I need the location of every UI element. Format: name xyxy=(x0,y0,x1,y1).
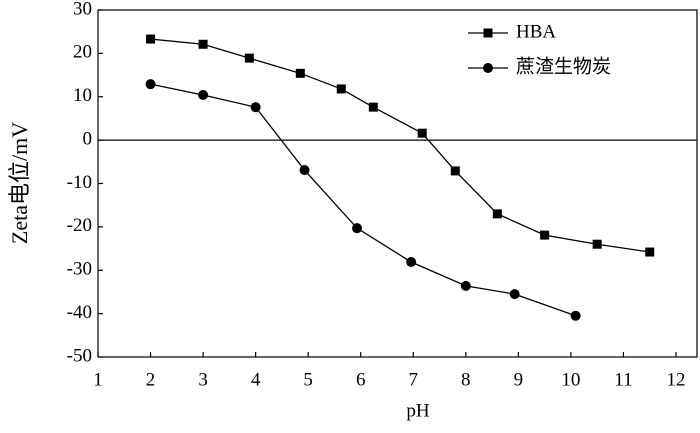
marker xyxy=(483,28,493,38)
x-tick-label: 5 xyxy=(303,369,313,390)
marker xyxy=(645,247,655,257)
y-tick-label: -50 xyxy=(67,345,92,366)
y-tick-label: -20 xyxy=(67,215,92,236)
y-tick-label: -30 xyxy=(67,259,92,280)
marker xyxy=(406,257,417,268)
legend-label: HBA xyxy=(516,21,556,42)
x-tick-label: 10 xyxy=(561,369,580,390)
marker xyxy=(244,53,254,63)
marker xyxy=(483,63,493,73)
marker xyxy=(145,79,156,90)
y-axis-label: Zeta电位/mV xyxy=(7,122,32,244)
series-line xyxy=(150,38,650,253)
x-tick-label: 6 xyxy=(356,369,366,390)
y-tick-label: 30 xyxy=(73,0,92,19)
y-tick-label: 10 xyxy=(73,85,92,106)
marker xyxy=(509,289,520,300)
x-tick-label: 1 xyxy=(93,369,103,390)
marker xyxy=(368,102,378,112)
marker xyxy=(198,90,209,101)
y-tick-label: -40 xyxy=(67,302,92,323)
marker xyxy=(450,166,460,176)
x-tick-label: 12 xyxy=(666,369,685,390)
y-tick-label: 0 xyxy=(83,128,93,149)
x-tick-label: 8 xyxy=(461,369,471,390)
x-tick-label: 2 xyxy=(146,369,156,390)
marker xyxy=(295,68,305,78)
x-tick-label: 9 xyxy=(514,369,524,390)
x-tick-label: 7 xyxy=(409,369,419,390)
marker xyxy=(540,230,550,240)
marker xyxy=(417,128,427,138)
marker xyxy=(592,239,602,249)
marker xyxy=(570,310,581,321)
legend-label: 蔗渣生物炭 xyxy=(516,55,611,77)
marker xyxy=(492,209,502,219)
y-tick-label: 20 xyxy=(73,42,92,63)
x-tick-label: 3 xyxy=(198,369,208,390)
x-axis-label: pH xyxy=(406,400,430,421)
x-tick-label: 11 xyxy=(614,369,632,390)
marker xyxy=(198,39,208,49)
marker xyxy=(299,165,310,176)
series-line xyxy=(150,83,576,317)
marker xyxy=(250,102,261,113)
marker xyxy=(336,84,346,94)
x-tick-label: 4 xyxy=(251,369,261,390)
marker xyxy=(146,34,156,44)
marker xyxy=(352,223,363,234)
marker xyxy=(460,280,471,291)
y-tick-label: -10 xyxy=(67,172,92,193)
